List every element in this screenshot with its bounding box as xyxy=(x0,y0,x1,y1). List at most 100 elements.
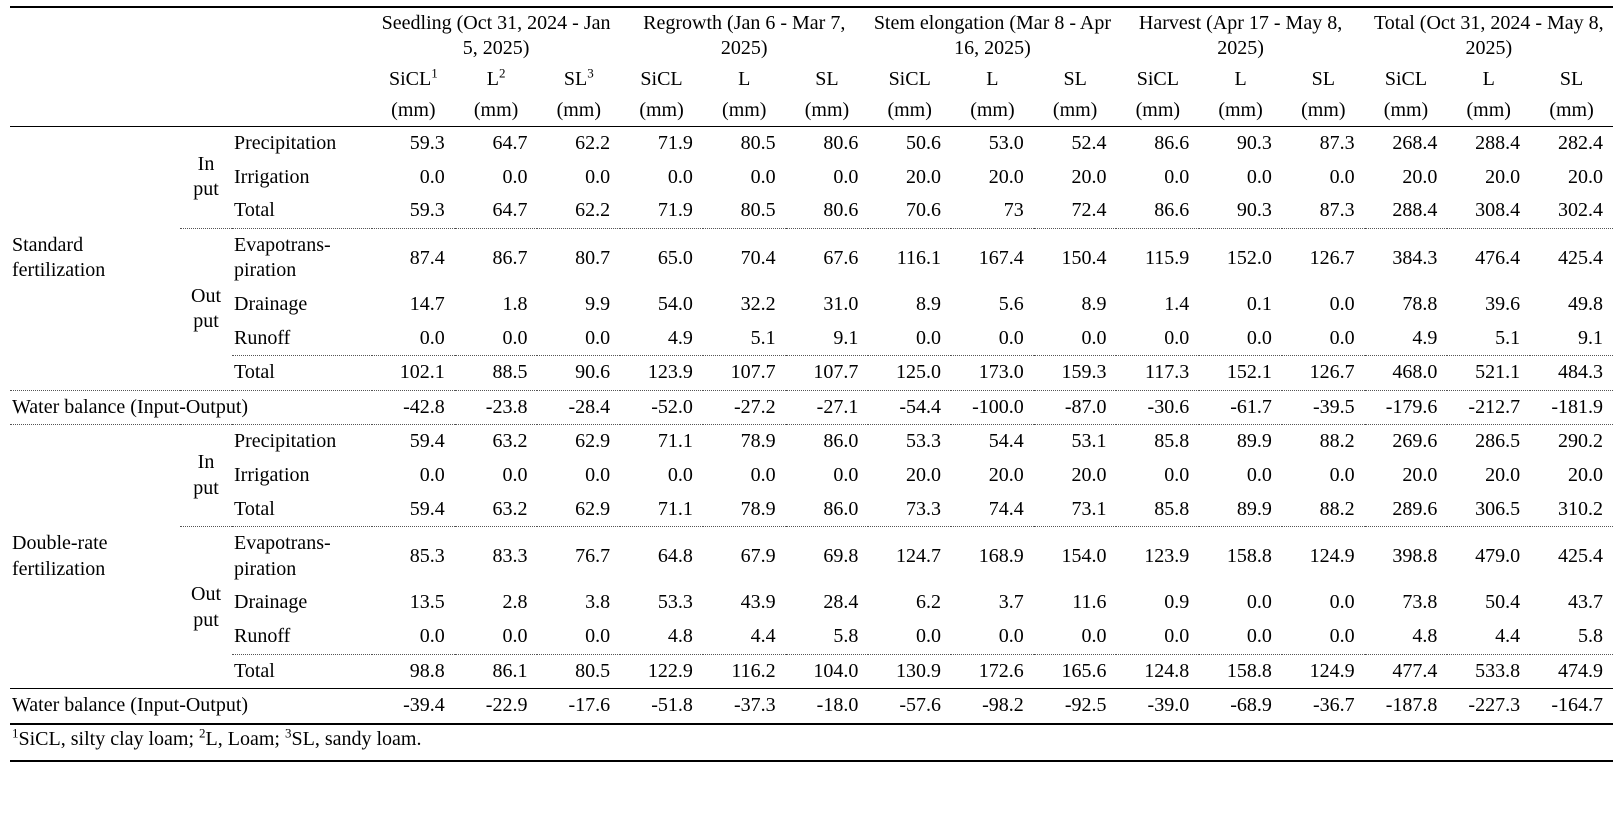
row-label-cell: Total xyxy=(232,492,373,528)
value-cell: 150.4 xyxy=(1061,246,1107,269)
unit-cell: (mm) xyxy=(1530,95,1613,127)
value-cell: 0.0 xyxy=(1164,463,1190,486)
value-cell: 20.0 xyxy=(988,463,1024,486)
value-cell: 86.0 xyxy=(823,430,859,453)
value-cell: 20.0 xyxy=(1485,463,1521,486)
header-row-soils: SiCL1 L2 SL3 SiCL L SL SiCL L SL SiCL L SL SiCL L SL xyxy=(10,64,1613,95)
value-cell: 86.6 xyxy=(1116,194,1200,229)
value-cell: 90.6 xyxy=(537,355,621,391)
value-cell: 88.2 xyxy=(1319,430,1355,453)
io-label-cell: Out put xyxy=(180,228,232,391)
row-label-cell: Total xyxy=(232,194,373,229)
value-cell: 0.0 xyxy=(667,463,693,486)
table-row: Drainage 14.7 1.8 9.9 54.0 32.2 31.0 8.9 5.6 8.9 1… xyxy=(10,288,1613,322)
unit-cell: (mm) xyxy=(454,95,538,127)
header-row-stages: Seedling (Oct 31, 2024 - Jan 5, 2025) Reg… xyxy=(10,7,1613,127)
value-cell: 76.7 xyxy=(575,544,611,567)
soil-header-cell: SiCL1 xyxy=(389,65,438,90)
row-label-cell: Evapotrans- piration xyxy=(234,532,331,580)
value-cell: 0.0 xyxy=(1199,619,1282,655)
value-cell: 124.7 xyxy=(896,544,942,567)
soil-header-cell: L xyxy=(738,68,751,90)
value-cell: 0.0 xyxy=(1246,165,1272,188)
value-cell: 269.6 xyxy=(1392,430,1438,453)
value-cell: 53.1 xyxy=(1071,430,1107,453)
value-cell: -187.8 xyxy=(1364,688,1448,725)
value-cell: -57.6 xyxy=(868,688,952,725)
row-label-cell: Runoff xyxy=(232,321,373,357)
value-cell: 289.6 xyxy=(1364,492,1448,528)
value-cell: 43.9 xyxy=(740,591,776,614)
table-row: Drainage 13.5 2.8 3.8 53.3 43.9 28.4 6.2 3.7 11.6… xyxy=(10,586,1613,620)
value-cell: 85.3 xyxy=(409,544,445,567)
value-cell: 67.6 xyxy=(823,246,859,269)
value-cell: 86.0 xyxy=(785,492,869,528)
value-cell: 69.8 xyxy=(823,544,859,567)
value-cell: 306.5 xyxy=(1447,492,1531,528)
value-cell: 0.0 xyxy=(585,165,611,188)
value-cell: 80.5 xyxy=(740,132,776,154)
value-cell: 64.7 xyxy=(492,132,528,154)
soil-header-cell: SiCL xyxy=(1136,68,1179,90)
value-cell: 0.0 xyxy=(750,165,776,188)
value-cell: 20.0 xyxy=(1402,463,1438,486)
value-cell: 0.0 xyxy=(372,321,455,357)
value-cell: -39.5 xyxy=(1281,390,1365,426)
value-cell: 123.9 xyxy=(1144,544,1190,567)
value-cell: 31.0 xyxy=(823,292,859,315)
value-cell: 474.9 xyxy=(1530,654,1613,690)
value-cell: 5.6 xyxy=(998,292,1024,315)
table-row: Irrigation 0.0 0.0 0.0 0.0 0.0 0.0 20.0 20.0 20.0… xyxy=(10,459,1613,493)
value-cell: 0.0 xyxy=(585,463,611,486)
value-cell: 126.7 xyxy=(1281,355,1365,391)
value-cell: 71.1 xyxy=(657,430,693,453)
superscript: 3 xyxy=(587,65,594,81)
stage-header-cell: Harvest (Apr 17 - May 8, 2025) xyxy=(1138,12,1343,59)
value-cell: 62.9 xyxy=(537,492,621,528)
soil-header-cell: SL xyxy=(815,68,839,90)
value-cell: 80.5 xyxy=(537,654,621,690)
value-cell: 85.8 xyxy=(1154,430,1190,453)
value-cell: 59.3 xyxy=(409,132,445,154)
value-cell: 115.9 xyxy=(1144,246,1190,269)
value-cell: 90.3 xyxy=(1236,132,1272,154)
value-cell: 116.1 xyxy=(896,246,942,269)
unit-cell: (mm) xyxy=(1364,95,1448,127)
value-cell: 63.2 xyxy=(492,430,528,453)
superscript: 1 xyxy=(431,65,438,81)
value-cell: -51.8 xyxy=(620,688,703,725)
value-cell: -27.2 xyxy=(702,390,786,426)
unit-cell: (mm) xyxy=(951,95,1034,127)
value-cell: -61.7 xyxy=(1199,390,1282,426)
value-cell: 4.9 xyxy=(620,321,703,357)
value-cell: -42.8 xyxy=(372,390,455,426)
value-cell: 59.4 xyxy=(372,492,455,528)
value-cell: 50.4 xyxy=(1485,591,1521,614)
unit-cell: (mm) xyxy=(1447,95,1531,127)
io-label-cell: In put xyxy=(180,424,232,528)
value-cell: 5.8 xyxy=(1530,619,1613,655)
fertilization-group-cell: Standard fertilization xyxy=(10,126,180,391)
value-cell: -22.9 xyxy=(454,688,538,725)
stage-header-cell: Seedling (Oct 31, 2024 - Jan 5, 2025) xyxy=(381,12,611,59)
value-cell: 172.6 xyxy=(951,654,1034,690)
table-row: Total 59.3 64.7 62.2 71.9 80.5 80.6 70.6 73 72.4 8… xyxy=(10,194,1613,229)
value-cell: 124.8 xyxy=(1116,654,1200,690)
table-body: Standard fertilization In put Precipitatio… xyxy=(10,126,1613,725)
value-cell: 0.0 xyxy=(951,619,1034,655)
value-cell: 117.3 xyxy=(1116,355,1200,391)
value-cell: 2.8 xyxy=(502,591,528,614)
value-cell: 83.3 xyxy=(492,544,528,567)
value-cell: -52.0 xyxy=(620,390,703,426)
value-cell: 6.2 xyxy=(916,591,942,614)
value-cell: 0.0 xyxy=(667,165,693,188)
value-cell: 63.2 xyxy=(454,492,538,528)
value-cell: 0.0 xyxy=(868,321,952,357)
value-cell: 70.4 xyxy=(740,246,776,269)
soil-header-cell: SL xyxy=(1311,68,1335,90)
value-cell: 11.6 xyxy=(1072,591,1107,614)
unit-cell: (mm) xyxy=(1281,95,1365,127)
value-cell: 288.4 xyxy=(1475,132,1521,154)
row-label-cell: Drainage xyxy=(234,292,308,315)
row-label-cell: Evapotrans- piration xyxy=(234,233,331,282)
